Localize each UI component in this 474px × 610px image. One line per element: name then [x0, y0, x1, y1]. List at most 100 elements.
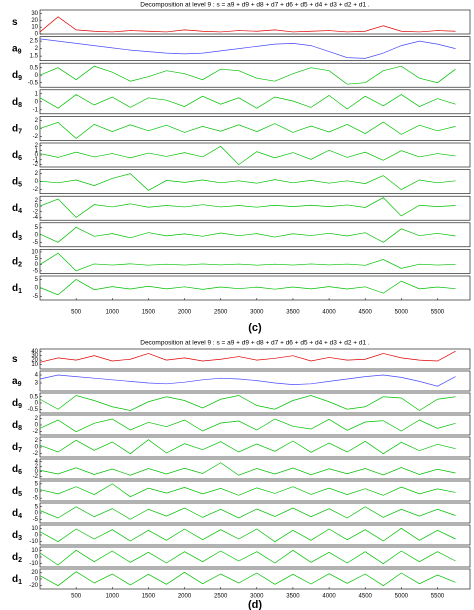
- y-tick-label: -5: [33, 517, 39, 523]
- label-main: d: [12, 203, 18, 214]
- label-main: d: [12, 420, 18, 431]
- label-sub: 7: [18, 128, 22, 135]
- y-tick-label: 0: [35, 73, 39, 79]
- label-main: d: [12, 552, 18, 563]
- y-tick-label: 2.5: [30, 39, 39, 45]
- subplot-frame: [39, 9, 471, 35]
- subplot-label: d2: [12, 552, 22, 564]
- y-tick-label: 5: [35, 504, 39, 510]
- x-tick-label: 1000: [106, 594, 120, 600]
- subplot-label: d8: [12, 96, 22, 108]
- subplot-label: d7: [12, 442, 22, 454]
- y-tick-label: 0.5: [30, 65, 39, 71]
- y-tick-label: 0: [35, 32, 39, 38]
- y-tick-label: -2: [33, 162, 39, 168]
- y-tick-label: 0: [35, 469, 39, 475]
- y-tick-label: -2: [33, 474, 39, 480]
- subplot-frame: [39, 275, 471, 301]
- label-sub: 9: [18, 48, 22, 55]
- y-tick-label: 5: [35, 481, 39, 487]
- signal-line: [39, 418, 456, 433]
- subplot-label: a9: [12, 43, 22, 55]
- x-tick-label: 3500: [286, 310, 300, 316]
- y-tick-label: -5: [33, 496, 39, 502]
- subplot-label: d5: [12, 176, 22, 188]
- y-tick-label: 40: [31, 349, 38, 355]
- label-sub: 3: [18, 235, 22, 242]
- y-tick-label: 0: [35, 445, 39, 451]
- y-tick-label: 1: [35, 148, 39, 154]
- x-tick-label: 3500: [286, 594, 300, 600]
- y-tick-label: 2: [35, 46, 39, 52]
- label-sub: 1: [18, 288, 22, 295]
- label-main: d: [12, 70, 18, 81]
- x-tick-label: 1500: [142, 594, 156, 600]
- subplot-label: d6: [12, 150, 22, 162]
- y-tick-label: 20: [31, 570, 38, 576]
- signal-line: [39, 462, 456, 476]
- x-tick-label: 2000: [178, 310, 192, 316]
- label-main: d: [12, 176, 18, 187]
- subplot-label: d3: [12, 229, 22, 241]
- subplot-label: s: [12, 17, 18, 28]
- subplot-label: d9: [12, 398, 22, 410]
- label-main: d: [12, 96, 18, 107]
- y-tick-label: 0: [35, 489, 39, 495]
- subplot-label: d5: [12, 486, 22, 498]
- signal-line: [39, 252, 456, 272]
- label-main: a: [12, 43, 18, 54]
- y-tick-label: -10: [29, 539, 38, 545]
- x-tick-label: 2500: [214, 594, 228, 600]
- y-tick-label: 10: [31, 526, 38, 532]
- label-main: d: [12, 442, 18, 453]
- subplot-frame: [39, 89, 471, 115]
- subplot-frame: [39, 414, 471, 436]
- subplot-frame: [39, 169, 471, 194]
- y-tick-label: 2: [35, 416, 39, 422]
- label-main: d: [12, 283, 18, 294]
- y-tick-label: 1.5: [30, 54, 39, 60]
- panel-title: Decomposition at level 9 : s = a9 + d9 +…: [140, 340, 370, 347]
- y-tick-label: 2: [35, 171, 39, 177]
- y-tick-label: -10: [29, 561, 38, 567]
- x-tick-label: 4500: [359, 594, 373, 600]
- y-tick-label: -20: [29, 583, 38, 589]
- subplot-label: d4: [12, 203, 22, 215]
- y-tick-label: 3: [35, 381, 39, 387]
- y-tick-label: -5: [33, 294, 39, 300]
- signal-line: [39, 226, 456, 243]
- label-main: a: [12, 376, 18, 387]
- signal-line: [39, 197, 456, 218]
- y-tick-label: 10: [31, 25, 38, 31]
- x-tick-label: 1000: [106, 310, 120, 316]
- label-main: d: [12, 150, 18, 161]
- subplot-frame: [39, 568, 471, 590]
- y-tick-label: 0: [35, 533, 39, 539]
- x-tick-label: 3000: [250, 310, 264, 316]
- label-sub: 9: [18, 403, 22, 410]
- subplot-frame: [39, 546, 471, 568]
- y-tick-label: -2: [33, 451, 39, 457]
- label-sub: 2: [18, 557, 22, 564]
- subplot-label: d1: [12, 574, 22, 586]
- y-tick-label: -2: [33, 209, 39, 215]
- panel-title: Decomposition at level 9 : s = a9 + d9 +…: [140, 2, 370, 9]
- label-sub: 9: [18, 381, 22, 388]
- signal-line: [39, 395, 456, 411]
- y-tick-label: 2: [35, 438, 39, 444]
- signal-line: [39, 38, 456, 59]
- label-main: s: [12, 354, 18, 365]
- y-tick-label: -0.5: [28, 407, 39, 413]
- label-main: d: [12, 508, 18, 519]
- x-tick-label: 5500: [431, 310, 445, 316]
- label-main: d: [12, 229, 18, 240]
- label-sub: 2: [18, 261, 22, 268]
- label-main: d: [12, 256, 18, 267]
- subplot-label: d3: [12, 530, 22, 542]
- label-sub: 6: [18, 469, 22, 476]
- panel-caption: (c): [248, 322, 262, 334]
- label-main: d: [12, 398, 18, 409]
- label-sub: 6: [18, 155, 22, 162]
- y-tick-label: 30: [31, 353, 38, 359]
- y-tick-label: 5: [35, 256, 39, 262]
